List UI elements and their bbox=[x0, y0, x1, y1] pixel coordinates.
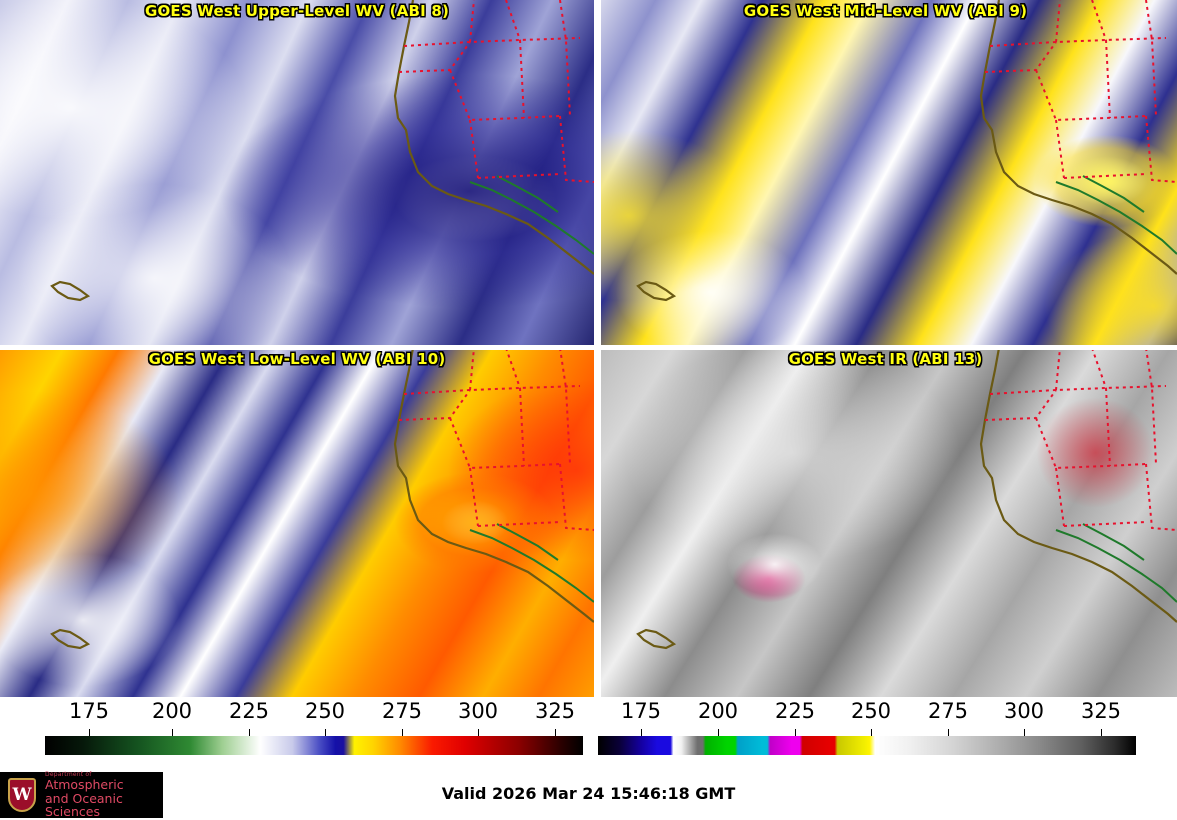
valid-timestamp: Valid 2026 Mar 24 15:46:18 GMT bbox=[441, 784, 736, 803]
colorbar-ir-ticklabel-225: 225 bbox=[774, 699, 816, 723]
colorbar-wv-ticks: 175 200 225 250 275 300 325 bbox=[0, 699, 594, 738]
colorbar-ir-tickmark-225 bbox=[795, 729, 796, 738]
colorbar-wv-ticklabel-325: 325 bbox=[534, 699, 576, 723]
colorbar-ir-tickmark-250 bbox=[871, 729, 872, 738]
satellite-image-ir bbox=[594, 348, 1177, 697]
footer: W Department of Atmospheric and Oceanic … bbox=[0, 770, 1177, 820]
logo-text-block: Department of Atmospheric and Oceanic Sc… bbox=[45, 771, 163, 819]
colorbar-ir-ticklabel-275: 275 bbox=[927, 699, 969, 723]
colorbar-wv-tickmark-175 bbox=[89, 729, 90, 738]
panel-ir[interactable]: GOES West IR (ABI 13) bbox=[594, 348, 1177, 697]
colorbar-wv-tickmark-300 bbox=[478, 729, 479, 738]
colorbar-ir-tickmark-275 bbox=[948, 729, 949, 738]
colorbar-ir-tickmark-300 bbox=[1024, 729, 1025, 738]
logo-line-1: Atmospheric bbox=[45, 777, 124, 793]
colorbar-ir-ticklabel-300: 300 bbox=[1003, 699, 1045, 723]
logo-department-line: Department of bbox=[45, 771, 92, 779]
colorbar-ir-ticklabel-175: 175 bbox=[620, 699, 662, 723]
panel-horizontal-divider bbox=[0, 345, 1177, 350]
colorbar-ir-ticklabel-325: 325 bbox=[1080, 699, 1122, 723]
colorbar-wv-ticklabel-175: 175 bbox=[68, 699, 110, 723]
colorbar-wv-tickmark-325 bbox=[555, 729, 556, 738]
colorbar-wv-tickmark-200 bbox=[172, 729, 173, 738]
colorbar-wv-ticklabel-200: 200 bbox=[151, 699, 193, 723]
colorbar-ir: 175 200 225 250 275 300 325 bbox=[594, 697, 1177, 770]
colorbar-ir-ticklabel-250: 250 bbox=[850, 699, 892, 723]
colorbar-ir-tickmark-175 bbox=[641, 729, 642, 738]
colorbar-wv: 175 200 225 250 275 300 325 bbox=[0, 697, 594, 770]
colorbar-wv-ticklabel-250: 250 bbox=[304, 699, 346, 723]
satellite-image-upper-level-wv bbox=[0, 0, 594, 348]
panel-grid: GOES West Upper-Level WV (ABI 8) bbox=[0, 0, 1177, 697]
colorbar-ir-gradient bbox=[598, 736, 1136, 755]
crest-letter: W bbox=[12, 784, 32, 805]
crest-shield-shape: W bbox=[8, 778, 36, 812]
colorbar-row: 175 200 225 250 275 300 325 175 200 bbox=[0, 697, 1177, 770]
colorbar-ir-ticklabel-200: 200 bbox=[697, 699, 739, 723]
colorbar-wv-ticklabel-225: 225 bbox=[228, 699, 270, 723]
colorbar-ir-tickmark-325 bbox=[1101, 729, 1102, 738]
panel-mid-level-wv[interactable]: GOES West Mid-Level WV (ABI 9) bbox=[594, 0, 1177, 348]
panel-low-level-wv[interactable]: GOES West Low-Level WV (ABI 10) bbox=[0, 348, 594, 697]
colorbar-wv-gradient bbox=[45, 736, 583, 755]
logo-line-2: and Oceanic Sciences bbox=[45, 790, 123, 819]
uw-aos-logo[interactable]: W Department of Atmospheric and Oceanic … bbox=[0, 771, 163, 819]
colorbar-ir-ticks: 175 200 225 250 275 300 325 bbox=[594, 699, 1177, 738]
panel-upper-level-wv[interactable]: GOES West Upper-Level WV (ABI 8) bbox=[0, 0, 594, 348]
colorbar-wv-ticklabel-275: 275 bbox=[381, 699, 423, 723]
satellite-image-mid-level-wv bbox=[594, 0, 1177, 348]
satellite-image-low-level-wv bbox=[0, 348, 594, 697]
colorbar-wv-tickmark-225 bbox=[249, 729, 250, 738]
uw-crest-icon: W bbox=[5, 775, 39, 815]
colorbar-wv-tickmark-275 bbox=[402, 729, 403, 738]
colorbar-wv-ticklabel-300: 300 bbox=[457, 699, 499, 723]
colorbar-ir-tickmark-200 bbox=[718, 729, 719, 738]
colorbar-wv-tickmark-250 bbox=[325, 729, 326, 738]
